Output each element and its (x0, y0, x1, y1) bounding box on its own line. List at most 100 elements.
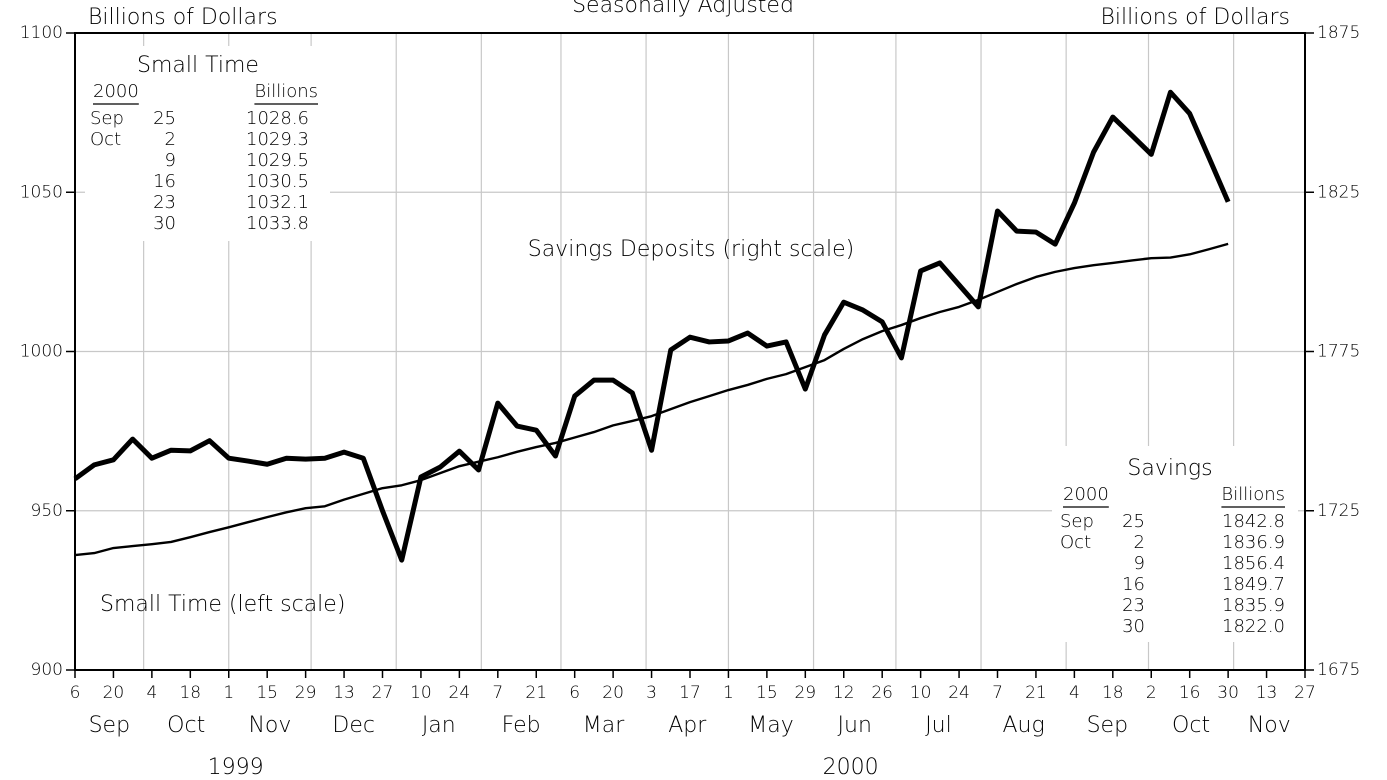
y-tick-label: 1000 (20, 342, 63, 362)
month-label: Feb (502, 713, 541, 738)
table-cell: 1028.6 (246, 108, 309, 129)
table-cell: Oct (90, 129, 121, 150)
table-cell: 1029.5 (246, 150, 309, 171)
table-box (85, 46, 330, 241)
x-tick-label: 26 (871, 683, 893, 703)
month-label: Apr (668, 713, 707, 738)
x-tick-label: 18 (179, 683, 201, 703)
month-label: Oct (1172, 713, 1210, 738)
x-tick-label: 18 (1102, 683, 1124, 703)
month-label: Dec (332, 713, 375, 738)
table-header: Billions (1221, 484, 1285, 505)
x-tick-label: 20 (103, 683, 125, 703)
table-cell: 30 (1122, 616, 1145, 637)
table-cell: 1835.9 (1222, 595, 1285, 616)
year-label: 1999 (208, 755, 264, 780)
table-cell: 1030.5 (246, 171, 309, 192)
x-tick-label: 1 (723, 683, 734, 703)
x-tick-label: 6 (70, 683, 81, 703)
x-tick-label: 10 (410, 683, 432, 703)
x-tick-label: 3 (646, 683, 657, 703)
series-line (73, 89, 1231, 563)
table-cell: 1836.9 (1222, 532, 1285, 553)
table-cell: 23 (1122, 595, 1145, 616)
x-tick-label: 27 (372, 683, 394, 703)
x-tick-label: 12 (833, 683, 855, 703)
x-tick-label: 4 (1069, 683, 1080, 703)
table-header: 2000 (93, 81, 139, 102)
table-cell: 16 (1122, 574, 1145, 595)
table-box (1052, 446, 1298, 642)
y2-tick-label: 1825 (1317, 182, 1360, 202)
x-tick-label: 21 (525, 683, 547, 703)
x-tick-label: 15 (756, 683, 778, 703)
table-title: Savings (1127, 456, 1212, 481)
month-label: Jul (925, 713, 952, 738)
plot-frame (74, 32, 1306, 671)
table-cell: 25 (1122, 511, 1145, 532)
table-cell: 1032.1 (246, 192, 309, 213)
month-label: Mar (583, 713, 625, 738)
table-cell: 1856.4 (1222, 553, 1285, 574)
x-tick-label: 20 (602, 683, 624, 703)
month-label: Aug (1002, 713, 1044, 738)
y-tick-label: 900 (31, 660, 63, 680)
y2-tick-label: 1675 (1317, 660, 1360, 680)
table-cell: 9 (1134, 553, 1145, 574)
x-tick-label: 30 (1217, 683, 1239, 703)
x-tick-label: 15 (256, 683, 278, 703)
table-cell: 25 (153, 108, 176, 129)
table-cell: 1822.0 (1222, 616, 1285, 637)
x-tick-label: 6 (569, 683, 580, 703)
y2-tick-label: 1725 (1317, 501, 1360, 521)
x-tick-label: 29 (794, 683, 816, 703)
y-tick-label: 1050 (20, 182, 63, 202)
x-tick-label: 21 (1025, 683, 1047, 703)
month-label: Nov (1248, 713, 1291, 738)
x-tick-label: 24 (948, 683, 970, 703)
x-tick-label: 17 (679, 683, 701, 703)
x-tick-label: 16 (1179, 683, 1201, 703)
x-tick-label: 27 (1294, 683, 1316, 703)
table-cell: 2 (165, 129, 176, 150)
y-tick-label: 1100 (20, 23, 63, 43)
table-title: Small Time (137, 53, 259, 78)
x-tick-label: 24 (449, 683, 471, 703)
month-label: May (748, 713, 793, 738)
month-label: Nov (248, 713, 291, 738)
y-tick-label: 950 (31, 501, 63, 521)
series-line (74, 242, 1229, 557)
table-header: Billions (254, 81, 318, 102)
x-tick-label: 4 (146, 683, 157, 703)
table-cell: 9 (165, 150, 176, 171)
x-tick-label: 1 (223, 683, 234, 703)
table-cell: 1029.3 (246, 129, 309, 150)
x-tick-label: 2 (1146, 683, 1157, 703)
y2-tick-label: 1875 (1317, 23, 1360, 43)
chart-title: Seasonally Adjusted (572, 0, 794, 18)
table-cell: Sep (1060, 511, 1094, 532)
table-cell: 16 (153, 171, 176, 192)
x-tick-label: 10 (910, 683, 932, 703)
y2-tick-label: 1775 (1317, 342, 1360, 362)
year-label: 2000 (823, 755, 879, 780)
x-tick-label: 7 (992, 683, 1003, 703)
table-cell: Sep (90, 108, 124, 129)
table-cell: 30 (153, 213, 176, 234)
y-axis-label: Billions of Dollars (88, 5, 278, 30)
x-tick-label: 13 (1256, 683, 1278, 703)
table-cell: Oct (1060, 532, 1091, 553)
x-tick-label: 7 (492, 683, 503, 703)
table-cell: 23 (153, 192, 176, 213)
table-header: 2000 (1063, 484, 1109, 505)
x-tick-label: 13 (333, 683, 355, 703)
month-label: Jan (422, 713, 456, 738)
table-cell: 2 (1134, 532, 1145, 553)
month-label: Sep (89, 713, 130, 738)
month-label: Sep (1087, 713, 1128, 738)
month-label: Oct (167, 713, 205, 738)
table-cell: 1842.8 (1222, 511, 1285, 532)
series-label: Small Time (left scale) (100, 592, 345, 617)
series-label: Savings Deposits (right scale) (528, 237, 855, 262)
